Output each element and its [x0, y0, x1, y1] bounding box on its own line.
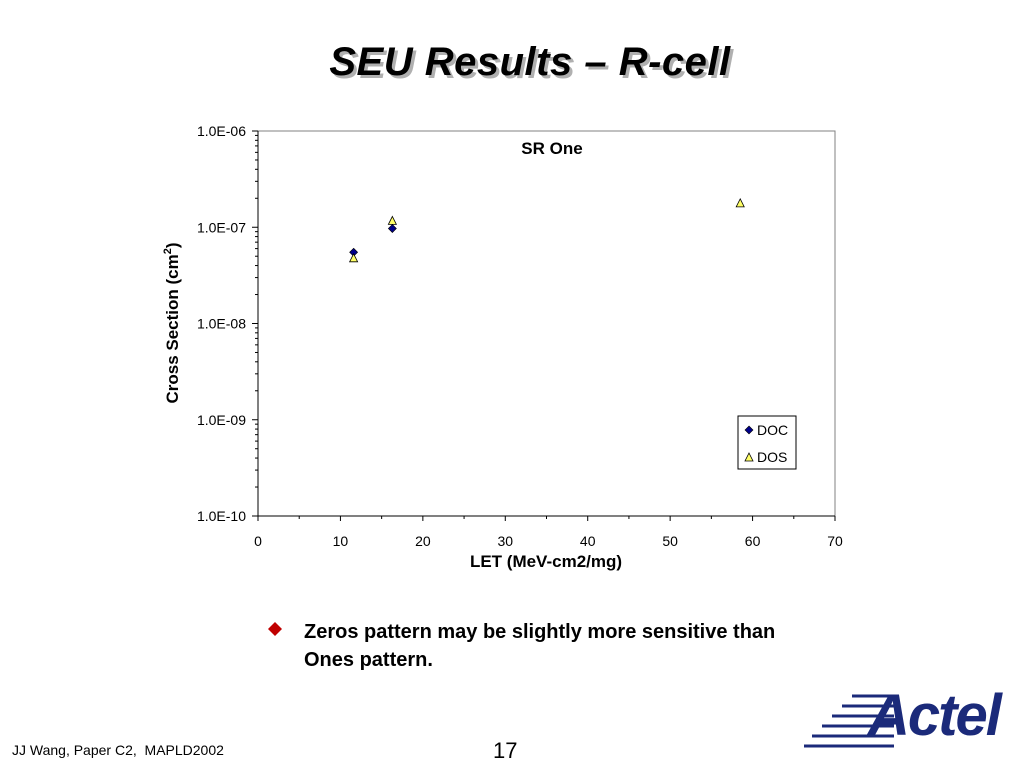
actel-logo: Actel: [804, 683, 1010, 754]
x-axis-label: LET (MeV-cm2/mg): [470, 552, 622, 571]
slide-title: SEU Results – R-cell: [329, 40, 731, 84]
logo-stripes-icon: [804, 694, 894, 748]
data-point-doc: [387, 224, 397, 233]
x-tick-label: 10: [333, 533, 349, 549]
y-tick-label: 1.0E-09: [197, 412, 246, 428]
data-point-dos: [735, 197, 745, 208]
y-axis-label-text: Cross Section (cm: [163, 254, 182, 403]
legend: DOC DOS: [737, 415, 797, 470]
scatter-chart: 0 10 20 30 40 50 60 70 1.0E-06 1.0E-07 1.0E-08 1.0E…: [162, 123, 843, 571]
y-tick-label: 1.0E-07: [197, 219, 246, 235]
y-axis-label-close: ): [163, 242, 182, 248]
logo-wordmark: Actel: [868, 683, 1002, 748]
x-tick-label: 0: [254, 533, 262, 549]
y-tick-label: 1.0E-10: [197, 508, 246, 524]
x-tick-label: 30: [497, 533, 513, 549]
diamond-bullet-icon: [268, 622, 282, 636]
legend-label-dos: DOS: [757, 449, 787, 465]
x-tick-label: 50: [662, 533, 678, 549]
legend-marker-doc: [744, 425, 754, 435]
bullet-text: Zeros pattern may be slightly more sensi…: [304, 621, 776, 671]
x-tick-label: 70: [827, 533, 843, 549]
y-tick-label: 1.0E-08: [197, 316, 246, 332]
y-axis-label: Cross Section (cm2): [162, 242, 182, 403]
legend-label-doc: DOC: [757, 422, 788, 438]
y-axis-label-superscript: 2: [162, 248, 174, 254]
y-tick-label: 1.0E-06: [197, 123, 246, 139]
legend-marker-dos: [744, 452, 754, 462]
page-number: 17: [493, 738, 518, 763]
footer-left-text: JJ Wang, Paper C2, MAPLD2002: [12, 742, 224, 758]
x-tick-label: 40: [580, 533, 596, 549]
data-point-dos: [387, 215, 398, 225]
x-tick-label: 20: [415, 533, 431, 549]
x-tick-label: 60: [745, 533, 761, 549]
chart-title: SR One: [521, 139, 582, 158]
data-point-dos: [348, 252, 359, 263]
